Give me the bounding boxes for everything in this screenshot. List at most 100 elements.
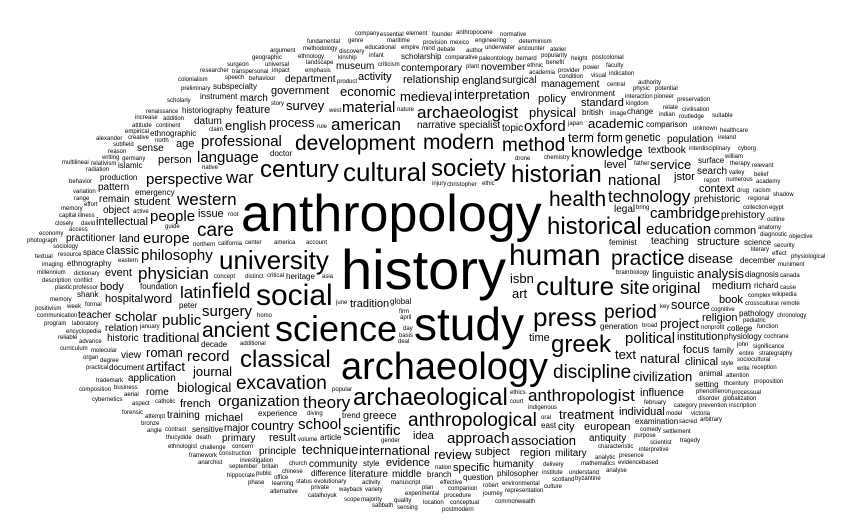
cloud-word: military: [555, 449, 587, 459]
cloud-word: numerous: [726, 177, 753, 183]
cloud-word: disorder: [698, 396, 720, 402]
cloud-word: jstor: [674, 172, 695, 183]
cloud-word: drug: [737, 188, 749, 194]
cloud-word: source: [671, 298, 710, 311]
cloud-word: model: [666, 411, 682, 417]
cloud-word: scholarship: [401, 53, 441, 61]
cloud-word: condition: [559, 74, 583, 80]
cloud-word: prevention: [699, 403, 727, 409]
cloud-word: site: [620, 279, 650, 298]
cloud-word: prehistory: [721, 211, 765, 221]
cloud-word: diagnosis: [745, 271, 779, 279]
cloud-word: additional: [240, 341, 266, 347]
cloud-word: september: [229, 464, 257, 470]
cloud-word: disease: [688, 252, 733, 265]
cloud-word: interpretation: [454, 88, 530, 101]
cloud-word: forensic: [122, 410, 143, 416]
cloud-word: english: [225, 119, 266, 132]
cloud-word: america: [274, 240, 295, 246]
cloud-word: subject: [475, 447, 510, 458]
cloud-word: closely: [55, 221, 73, 227]
cloud-word: essential: [380, 32, 404, 38]
cloud-word: healthcare: [720, 128, 748, 134]
cloud-word: french: [180, 399, 211, 410]
cloud-word: companion: [448, 486, 477, 492]
cloud-word: physiology: [724, 333, 762, 341]
cloud-word: application: [128, 374, 176, 384]
cloud-word: nonprofit: [701, 325, 724, 331]
cloud-word: critical: [267, 273, 284, 279]
cloud-word: volume: [298, 437, 317, 443]
cloud-word: common: [714, 226, 756, 237]
cloud-word: hippocrate: [227, 473, 255, 479]
cloud-word: relate: [663, 105, 678, 111]
cloud-word: institution: [677, 332, 723, 343]
cloud-word: chemistry: [544, 155, 570, 161]
cloud-word: processual: [732, 390, 761, 396]
cloud-word: record: [187, 349, 230, 364]
cloud-word: arbitrary: [700, 417, 722, 423]
cloud-word: influence: [640, 388, 684, 399]
cloud-word: material: [342, 100, 395, 115]
cloud-word: textbook: [648, 146, 686, 156]
cloud-word: topic: [502, 124, 523, 134]
cloud-word: ireland: [718, 135, 736, 141]
cloud-word: capital: [59, 213, 76, 219]
cloud-word: anthropological: [408, 411, 537, 430]
cloud-word: primary: [222, 434, 255, 444]
cloud-word: characteristic: [598, 444, 633, 450]
cloud-word: injury: [432, 181, 446, 187]
cloud-word: diagnostic: [760, 232, 787, 238]
cloud-word: complex: [748, 293, 770, 299]
cloud-word: robert: [483, 483, 499, 489]
cloud-word: aspect: [132, 401, 150, 407]
cloud-word: view: [121, 351, 141, 361]
cloud-word: reception: [752, 365, 777, 371]
cloud-word: northern: [193, 242, 215, 248]
cloud-word: key: [660, 304, 669, 310]
cloud-word: scientist: [650, 440, 672, 446]
cloud-word: britain: [262, 464, 278, 470]
cloud-word: outline: [767, 217, 785, 223]
cloud-word: greece: [363, 411, 397, 422]
cloud-word: crosscultural: [745, 301, 779, 307]
cloud-word: homo: [257, 313, 272, 319]
cloud-word: academy: [756, 179, 780, 185]
cloud-word: contrast: [165, 427, 186, 433]
cloud-word: object: [103, 206, 130, 216]
cloud-word: pattern: [98, 183, 129, 193]
cloud-word: government: [271, 86, 329, 97]
cloud-word: objective: [789, 234, 813, 240]
cloud-word: phase: [248, 480, 264, 486]
cloud-word: age: [176, 139, 194, 150]
cloud-word: ethics: [510, 390, 526, 396]
cloud-word: settlement: [663, 429, 691, 435]
cloud-word: science: [275, 311, 397, 347]
cloud-word: hospital: [105, 294, 143, 305]
cloud-word: people: [150, 209, 195, 224]
cloud-word: cybernetics: [92, 397, 122, 403]
cloud-word: scientific: [343, 423, 401, 438]
cloud-word: effort: [84, 202, 98, 208]
cloud-word: wikipedia: [772, 292, 797, 298]
cloud-word: nation: [435, 465, 451, 471]
cloud-word: journey: [483, 491, 503, 497]
cloud-word: period: [604, 303, 657, 322]
cloud-word: ethnologist: [168, 444, 197, 450]
cloud-word: unknown: [693, 126, 717, 132]
cloud-word: anthropocene: [456, 30, 493, 36]
cloud-word: activity: [358, 72, 392, 83]
cloud-word: representation: [505, 488, 543, 494]
cloud-word: relevant: [752, 163, 773, 169]
cloud-word: bring: [636, 205, 649, 211]
cloud-word: church: [289, 461, 307, 467]
cloud-word: debate: [437, 47, 455, 53]
cloud-word: cultural: [343, 159, 427, 185]
cloud-word: method: [502, 136, 565, 155]
cloud-word: textual: [35, 254, 53, 260]
cloud-word: international: [359, 444, 430, 457]
cloud-word: practical: [86, 365, 108, 371]
cloud-word: traditional: [143, 331, 199, 344]
cloud-word: historical: [547, 215, 642, 239]
cloud-word: philosophy: [141, 248, 213, 263]
